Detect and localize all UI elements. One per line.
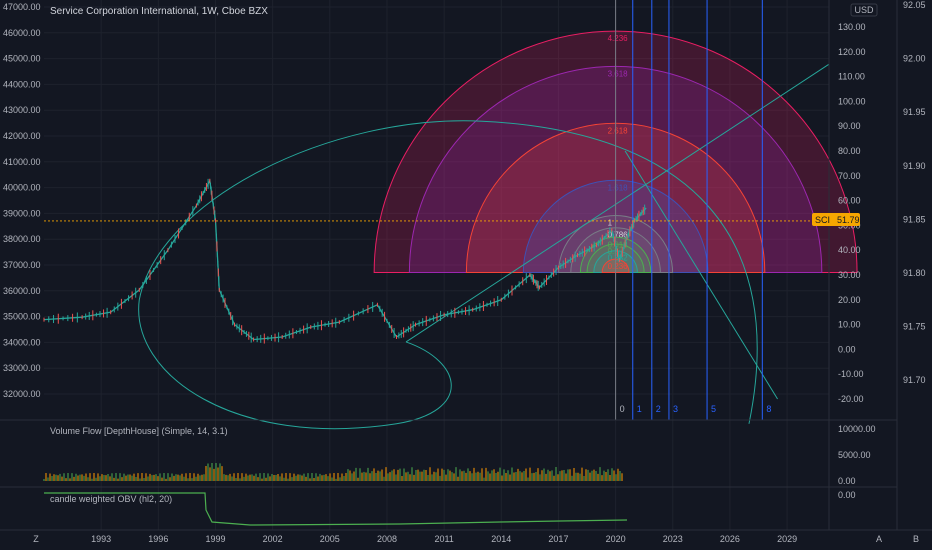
- left-axis-tick: 39000.00: [3, 208, 41, 218]
- x-axis-tick: 2011: [434, 534, 453, 544]
- volume-flow-pane: 10000.00 5000.00 0.00: [43, 424, 876, 486]
- left-axis-tick: 35000.00: [3, 312, 41, 322]
- time-zone-label: 8: [766, 404, 771, 414]
- right-axis-tick: 60.00: [838, 196, 861, 206]
- right-axis-tick: -10.00: [838, 369, 864, 379]
- auto-scale-button[interactable]: A: [876, 534, 882, 544]
- fib-level-label: 0.236: [608, 262, 629, 271]
- price-label-badge: [812, 213, 860, 226]
- fib-spiral-curve: [138, 120, 758, 430]
- right-axis-tick: 70.00: [838, 171, 861, 181]
- x-axis-tick: 2026: [720, 534, 740, 544]
- x-axis-tick: 2017: [548, 534, 568, 544]
- right-axis-tick: 40.00: [838, 245, 861, 255]
- right-axis-tick: 120.00: [838, 47, 866, 57]
- x-axis-tick: 1999: [205, 534, 225, 544]
- left-axis-tick: 36000.00: [3, 286, 41, 296]
- right-axis-tick: 100.00: [838, 96, 866, 106]
- time-zone-label: 0: [620, 404, 625, 414]
- obv-title: candle weighted OBV (hl2, 20): [50, 494, 172, 504]
- x-axis-tick: 1996: [148, 534, 168, 544]
- x-axis-tick: 2008: [377, 534, 397, 544]
- fib-spiral-drawing[interactable]: [138, 63, 830, 430]
- scale-z-button[interactable]: Z: [33, 534, 39, 544]
- trend-line: [624, 150, 778, 400]
- x-axis-tick: 2023: [663, 534, 683, 544]
- obv-axis-tick: 0.00: [838, 490, 856, 500]
- left-axis-tick: 34000.00: [3, 337, 41, 347]
- time-zone-label: 1: [637, 404, 642, 414]
- fib-level-label: 0.618: [608, 240, 629, 249]
- left-axis-tick: 38000.00: [3, 234, 41, 244]
- x-axis-tick: 2005: [320, 534, 340, 544]
- price-label-value: 51.79: [837, 215, 860, 225]
- fib-level-label: 0.786: [608, 231, 629, 240]
- far-right-axis-tick: 92.05: [903, 0, 926, 10]
- obv-line: [44, 492, 628, 526]
- left-axis-tick: 41000.00: [3, 157, 41, 167]
- x-axis-tick: 2020: [606, 534, 626, 544]
- left-axis-tick: 45000.00: [3, 54, 41, 64]
- fib-time-zones[interactable]: 0 1 2 3 5 8: [615, 0, 772, 420]
- x-axis-tick: 1993: [91, 534, 111, 544]
- fib-level-label: 1.618: [608, 183, 629, 192]
- right-axis-tick: 20.00: [838, 295, 861, 305]
- right-axis-tick: 110.00: [838, 72, 865, 82]
- far-right-axis-tick: 92.00: [903, 54, 926, 64]
- trend-line: [405, 63, 830, 343]
- right-axis-tick: -20.00: [838, 394, 864, 404]
- left-axis-tick: 40000.00: [3, 183, 41, 193]
- far-right-axis-tick: 91.75: [903, 322, 926, 332]
- volume-axis-tick: 10000.00: [838, 424, 876, 434]
- far-right-axis-tick: 91.95: [903, 107, 926, 117]
- grid-lines: [44, 0, 829, 530]
- fib-level-label: 2.618: [608, 126, 629, 135]
- volume-axis-tick: 0.00: [838, 476, 856, 486]
- time-zone-label: 3: [673, 404, 678, 414]
- x-axis-tick: 2002: [263, 534, 283, 544]
- time-zone-label: 2: [656, 404, 661, 414]
- left-axis-tick: 37000.00: [3, 260, 41, 270]
- far-right-axis-tick: 91.80: [903, 268, 926, 278]
- price-series[interactable]: [43, 178, 829, 344]
- left-axis-tick: 44000.00: [3, 79, 41, 89]
- chart-title: Service Corporation International, 1W, C…: [50, 6, 268, 17]
- right-axis-tick: 90.00: [838, 121, 861, 131]
- volume-flow-title: Volume Flow [DepthHouse] (Simple, 14, 3.…: [50, 426, 228, 436]
- fib-level-label: 3.618: [608, 69, 629, 78]
- left-axis-tick: 43000.00: [3, 105, 41, 115]
- x-axis-tick: 2029: [777, 534, 797, 544]
- right-axis-tick: 10.00: [838, 320, 861, 330]
- left-axis-tick: 33000.00: [3, 363, 41, 373]
- right-axis-tick: 130.00: [838, 22, 866, 32]
- far-right-axis-tick: 91.70: [903, 375, 926, 385]
- obv-pane: 0.00: [44, 490, 856, 526]
- time-zone-label: 5: [711, 404, 716, 414]
- price-label-symbol: SCI: [815, 215, 830, 225]
- fib-level-label: 0.5: [608, 247, 620, 256]
- book-button[interactable]: B: [913, 534, 919, 544]
- left-axis-tick: 32000.00: [3, 389, 41, 399]
- right-axis-tick: 0.00: [838, 344, 856, 354]
- currency-badge[interactable]: [850, 3, 878, 17]
- right-axis-tick: 30.00: [838, 270, 861, 280]
- right-axis-tick: 80.00: [838, 146, 861, 156]
- x-axis-tick: 2014: [491, 534, 511, 544]
- left-axis-tick: 46000.00: [3, 28, 41, 38]
- left-axis-tick: 47000.00: [3, 2, 41, 12]
- fib-level-label: 0.382: [608, 254, 629, 263]
- far-right-axis-tick: 91.90: [903, 161, 926, 171]
- fib-level-label: 1: [608, 219, 613, 228]
- currency-label: USD: [854, 5, 874, 15]
- fib-level-label: 4.236: [608, 34, 629, 43]
- volume-axis-tick: 5000.00: [838, 450, 871, 460]
- far-right-axis-tick: 91.85: [903, 214, 926, 224]
- left-axis-tick: 42000.00: [3, 131, 41, 141]
